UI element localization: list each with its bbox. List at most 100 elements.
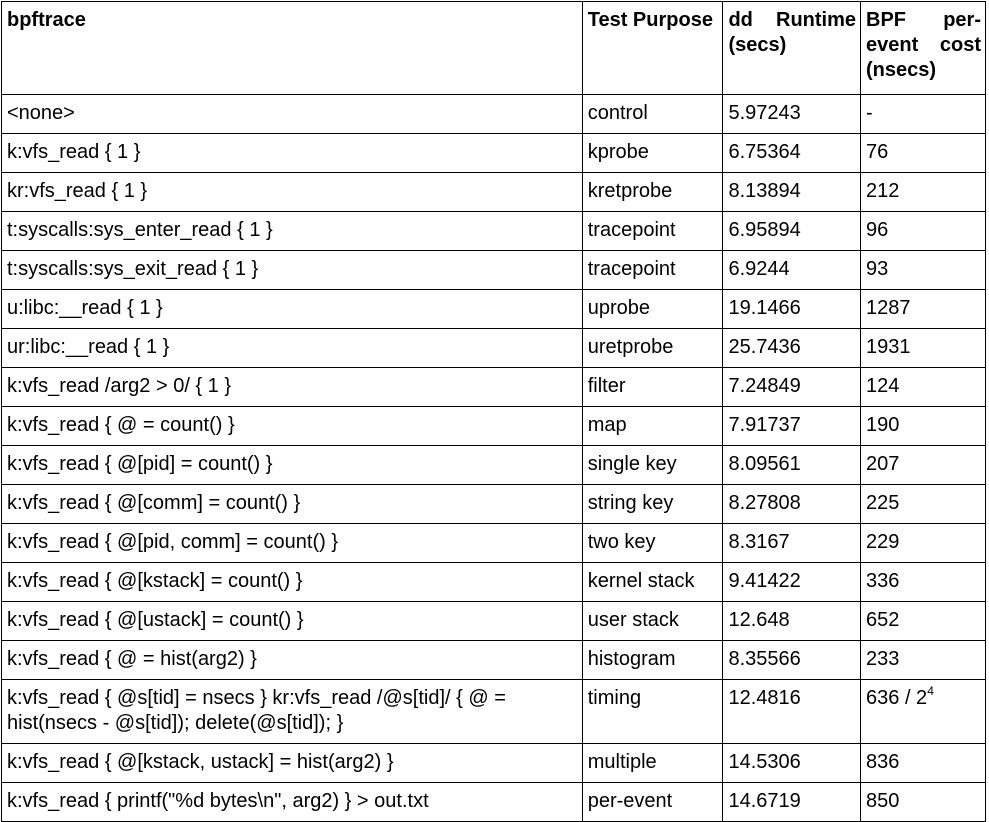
table-row: k:vfs_read { @[kstack] = count() } kernel…	[1, 562, 986, 602]
dd-runtime-cell-text: 9.41422	[728, 570, 801, 592]
bpf-cost-cell-text: 233	[866, 648, 900, 670]
dd-runtime-cell-text: 8.09561	[728, 453, 801, 475]
bpftrace-cell: u:libc:__read { 1 }	[1, 289, 583, 329]
bpf-cost-cell: 212	[860, 172, 986, 212]
dd-runtime-cell: 9.41422	[722, 562, 862, 602]
table-row: k:vfs_read { @[pid] = count() } single ke…	[1, 445, 986, 485]
bpf-cost-cell-text: 1287	[866, 297, 911, 319]
test-purpose-cell: filter	[581, 367, 724, 407]
table-body: <none> control 5.97243 - k:vfs_read { 1 } kpr…	[1, 94, 986, 822]
dd-runtime-cell-text: 14.6719	[728, 790, 801, 812]
dd-runtime-cell-text: 8.35566	[728, 648, 801, 670]
bpf-cost-cell-text: 636 / 2	[866, 687, 928, 709]
table-row: k:vfs_read { @ = count() } map 7.91737 190	[1, 406, 986, 446]
bpftrace-cell-text: u:libc:__read { 1 }	[7, 297, 163, 319]
footnote-marker: 4	[927, 684, 934, 698]
bpftrace-cell-text: t:syscalls:sys_enter_read { 1 }	[7, 219, 273, 241]
bpf-cost-cell: 652	[860, 601, 986, 641]
dd-runtime-cell-text: 25.7436	[728, 336, 801, 358]
bpftrace-cell: <none>	[1, 94, 583, 134]
table-row: k:vfs_read /arg2 > 0/ { 1 } filter 7.24849…	[1, 367, 986, 407]
header-dd-runtime: dd Runtime (secs)	[722, 1, 862, 95]
dd-runtime-cell: 8.09561	[722, 445, 862, 485]
bpftrace-cell: k:vfs_read { @[comm] = count() }	[1, 484, 583, 524]
bpf-cost-cell: 96	[860, 211, 986, 251]
bpf-cost-cell-text: 229	[866, 531, 900, 553]
bpf-cost-cell-text: 836	[866, 751, 900, 773]
bpf-cost-cell-text: 225	[866, 492, 900, 514]
test-purpose-cell-text: kprobe	[587, 141, 649, 163]
bpftrace-cell: k:vfs_read { @[kstack, ustack] = hist(ar…	[1, 743, 583, 783]
bpftrace-cell-text: k:vfs_read /arg2 > 0/ { 1 }	[7, 375, 232, 397]
dd-runtime-cell: 6.75364	[722, 133, 862, 173]
table-row: k:vfs_read { @[pid, comm] = count() } two…	[1, 523, 986, 563]
dd-runtime-cell: 14.6719	[722, 782, 862, 822]
dd-runtime-cell-text: 8.27808	[728, 492, 801, 514]
dd-runtime-cell: 14.5306	[722, 743, 862, 783]
bpftrace-cell-text: k:vfs_read { @s[tid] = nsecs } kr:vfs_re…	[7, 687, 506, 734]
bpftrace-cell: k:vfs_read { @ = hist(arg2) }	[1, 640, 583, 680]
test-purpose-cell-text: uretprobe	[587, 336, 674, 358]
test-purpose-cell: uprobe	[581, 289, 724, 329]
dd-runtime-cell: 6.95894	[722, 211, 862, 251]
bpftrace-cell-text: k:vfs_read { @[pid] = count() }	[7, 453, 273, 475]
bpftrace-cell: k:vfs_read { @[kstack] = count() }	[1, 562, 583, 602]
bpftrace-cell-text: k:vfs_read { @[comm] = count() }	[7, 492, 301, 514]
dd-runtime-cell-text: 6.75364	[728, 141, 801, 163]
bpftrace-cell-text: k:vfs_read { printf("%d bytes\n", arg2) …	[7, 790, 429, 812]
table-row: t:syscalls:sys_enter_read { 1 } tracepoin…	[1, 211, 986, 251]
dd-runtime-cell: 8.27808	[722, 484, 862, 524]
test-purpose-cell-text: multiple	[587, 751, 657, 773]
bpftrace-cell: k:vfs_read { @[ustack] = count() }	[1, 601, 583, 641]
dd-runtime-cell: 5.97243	[722, 94, 862, 134]
dd-runtime-cell-text: 12.4816	[728, 687, 801, 709]
table-row: u:libc:__read { 1 } uprobe 19.1466 1287	[1, 289, 986, 329]
header-bpf-per-event-cost: BPF per-event cost (nsecs)	[860, 1, 986, 95]
dd-runtime-cell-text: 8.13894	[728, 180, 801, 202]
dd-runtime-cell-text: 19.1466	[728, 297, 801, 319]
test-purpose-cell-text: kernel stack	[587, 570, 695, 592]
test-purpose-cell: kernel stack	[581, 562, 724, 602]
test-purpose-cell-text: timing	[587, 687, 642, 709]
test-purpose-cell: tracepoint	[581, 250, 724, 290]
bpftrace-cell-text: k:vfs_read { 1 }	[7, 141, 141, 163]
bpf-cost-cell: 336	[860, 562, 986, 602]
test-purpose-cell-text: two key	[587, 531, 656, 553]
table-row: k:vfs_read { 1 } kprobe 6.75364 76	[1, 133, 986, 173]
bpf-cost-cell-text: 212	[866, 180, 900, 202]
test-purpose-cell: string key	[581, 484, 724, 524]
dd-runtime-cell: 6.9244	[722, 250, 862, 290]
dd-runtime-cell: 12.4816	[722, 679, 862, 744]
dd-runtime-cell-text: 6.9244	[728, 258, 790, 280]
bpftrace-cell-text: <none>	[7, 102, 75, 124]
bpf-cost-cell: 850	[860, 782, 986, 822]
table-row: kr:vfs_read { 1 } kretprobe 8.13894 212	[1, 172, 986, 212]
dd-runtime-cell: 7.91737	[722, 406, 862, 446]
bpf-cost-cell: 93	[860, 250, 986, 290]
bpf-cost-cell-text: 93	[866, 258, 889, 280]
dd-runtime-cell-text: 14.5306	[728, 751, 801, 773]
test-purpose-cell: uretprobe	[581, 328, 724, 368]
table-row: k:vfs_read { printf("%d bytes\n", arg2) …	[1, 782, 986, 822]
test-purpose-cell: timing	[581, 679, 724, 744]
test-purpose-cell: user stack	[581, 601, 724, 641]
test-purpose-cell-text: per-event	[587, 790, 673, 812]
bpftrace-cell-text: k:vfs_read { @[pid, comm] = count() }	[7, 531, 338, 553]
test-purpose-cell-text: control	[587, 102, 648, 124]
bpftrace-cell: k:vfs_read { @[pid, comm] = count() }	[1, 523, 583, 563]
dd-runtime-cell: 7.24849	[722, 367, 862, 407]
test-purpose-cell: map	[581, 406, 724, 446]
table-row: k:vfs_read { @s[tid] = nsecs } kr:vfs_re…	[1, 679, 986, 744]
bpftrace-cell: t:syscalls:sys_exit_read { 1 }	[1, 250, 583, 290]
table-row: ur:libc:__read { 1 } uretprobe 25.7436 1931	[1, 328, 986, 368]
bpf-cost-cell-text: 124	[866, 375, 900, 397]
test-purpose-cell-text: uprobe	[587, 297, 651, 319]
table-row: <none> control 5.97243 -	[1, 94, 986, 134]
test-purpose-cell: control	[581, 94, 724, 134]
dd-runtime-cell: 25.7436	[722, 328, 862, 368]
test-purpose-cell: per-event	[581, 782, 724, 822]
test-purpose-cell-text: map	[587, 414, 627, 436]
dd-runtime-cell-text: 7.24849	[728, 375, 801, 397]
bpftrace-cell-text: t:syscalls:sys_exit_read { 1 }	[7, 258, 259, 280]
